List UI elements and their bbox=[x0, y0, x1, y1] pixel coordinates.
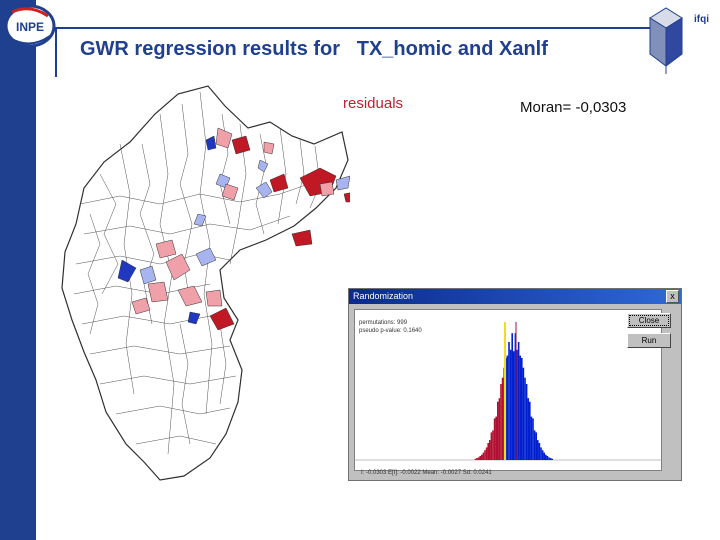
histogram-plot: permutations: 999 pseudo p-value: 0.1640 bbox=[354, 309, 662, 471]
histogram-bar bbox=[529, 401, 531, 460]
pvalue-info: pseudo p-value: 0.1640 bbox=[359, 328, 422, 334]
histogram-bar bbox=[525, 384, 528, 460]
histogram-bar bbox=[551, 458, 553, 460]
residuals-map bbox=[61, 85, 350, 481]
histogram-svg bbox=[355, 322, 661, 461]
run-button[interactable]: Run bbox=[627, 333, 671, 348]
left-accent-bar bbox=[0, 0, 36, 540]
region-high bbox=[291, 229, 313, 247]
histogram-bar bbox=[537, 440, 539, 460]
region-high bbox=[343, 192, 350, 203]
histogram-bar bbox=[545, 454, 547, 460]
region-low bbox=[205, 135, 217, 151]
histogram-bar bbox=[524, 377, 526, 460]
histogram-bar bbox=[479, 456, 481, 460]
region-medium-low bbox=[195, 247, 217, 267]
region-medium-high bbox=[319, 181, 335, 197]
inpe-logo-text: INPE bbox=[16, 20, 44, 34]
histogram-bar bbox=[530, 416, 533, 460]
region-medium-low bbox=[257, 159, 269, 173]
region-medium-high bbox=[263, 141, 275, 155]
histogram-bar bbox=[501, 377, 504, 460]
histogram-bar bbox=[487, 443, 489, 460]
histogram-bar bbox=[492, 430, 494, 460]
histogram-bar bbox=[500, 384, 502, 460]
histogram-bar bbox=[514, 333, 517, 460]
histogram-bar bbox=[517, 342, 520, 460]
histogram-bar bbox=[476, 458, 478, 460]
histogram-bar bbox=[509, 349, 512, 460]
histogram-bar bbox=[549, 458, 552, 460]
histogram-bar bbox=[490, 432, 493, 460]
region-medium-high bbox=[155, 239, 177, 259]
region-medium-high bbox=[215, 127, 233, 149]
histogram-bar bbox=[482, 452, 485, 460]
histogram-bar bbox=[497, 401, 499, 460]
dialog-title: Randomization bbox=[353, 291, 414, 301]
region-low bbox=[187, 311, 201, 325]
region-low bbox=[117, 259, 137, 283]
region-medium-high bbox=[221, 183, 239, 201]
close-button[interactable]: Close bbox=[627, 313, 671, 328]
histogram-bar bbox=[516, 349, 518, 460]
permutations-info: permutations: 999 bbox=[359, 320, 408, 326]
histogram-bar bbox=[477, 457, 480, 460]
histogram-bar bbox=[474, 458, 477, 460]
histogram-bar bbox=[527, 398, 529, 460]
region-high bbox=[209, 307, 235, 331]
histogram-bar bbox=[548, 457, 550, 460]
histogram-bar bbox=[546, 456, 549, 460]
histogram-bar bbox=[521, 357, 523, 460]
histogram-bar bbox=[495, 416, 497, 460]
histogram-bar bbox=[522, 367, 525, 460]
inpe-logo: INPE bbox=[4, 4, 56, 48]
histogram-bar bbox=[541, 450, 544, 460]
histogram-bar bbox=[484, 450, 486, 460]
state-outline bbox=[61, 85, 349, 481]
region-medium-low bbox=[193, 213, 207, 227]
ifqi-logo bbox=[649, 7, 683, 74]
histogram-bar bbox=[511, 333, 513, 460]
region-medium-low bbox=[335, 175, 350, 191]
region-high bbox=[231, 135, 251, 155]
dialog-close-icon[interactable]: x bbox=[666, 290, 679, 303]
histogram-bar bbox=[506, 355, 509, 460]
region-medium-high bbox=[131, 297, 151, 315]
region-medium-high bbox=[177, 285, 203, 307]
histogram-bars bbox=[474, 333, 553, 460]
histogram-bar bbox=[532, 418, 534, 460]
histogram-bar bbox=[513, 351, 515, 460]
histogram-bar bbox=[540, 447, 542, 460]
moran-stats-line: I: -0.0303 E[I]: -0.0022 Mean: -0.0027 S… bbox=[361, 470, 492, 476]
region-medium-high bbox=[147, 281, 169, 303]
randomization-dialog: Randomization x permutations: 999 pseudo… bbox=[348, 288, 682, 481]
header-vertical-rule bbox=[55, 27, 57, 77]
histogram-bar bbox=[508, 342, 510, 460]
histogram-bar bbox=[498, 398, 501, 460]
region-medium-low bbox=[139, 265, 157, 285]
histogram-bar bbox=[538, 443, 541, 460]
histogram-bar bbox=[543, 452, 545, 460]
region-medium-high bbox=[205, 289, 223, 307]
histogram-bar bbox=[493, 418, 496, 460]
header-rule bbox=[36, 27, 660, 29]
moran-index-label: Moran= -0,0303 bbox=[520, 99, 627, 116]
ifqi-logo-text: ifqi bbox=[694, 14, 709, 25]
region-medium-high bbox=[165, 253, 191, 281]
histogram-bar bbox=[489, 440, 491, 460]
residual-regions bbox=[117, 127, 350, 331]
residuals-legend-label: residuals bbox=[343, 95, 404, 112]
region-medium-low bbox=[255, 181, 273, 199]
page-title: GWR regression results for TX_homic and … bbox=[80, 38, 548, 60]
histogram-bar bbox=[481, 454, 483, 460]
histogram-bar bbox=[519, 355, 521, 460]
histogram-bar bbox=[485, 447, 488, 460]
histogram-bar bbox=[535, 432, 537, 460]
histogram-bar bbox=[533, 430, 536, 460]
region-high bbox=[269, 173, 289, 193]
dialog-title-bar: Randomization x bbox=[349, 289, 681, 304]
